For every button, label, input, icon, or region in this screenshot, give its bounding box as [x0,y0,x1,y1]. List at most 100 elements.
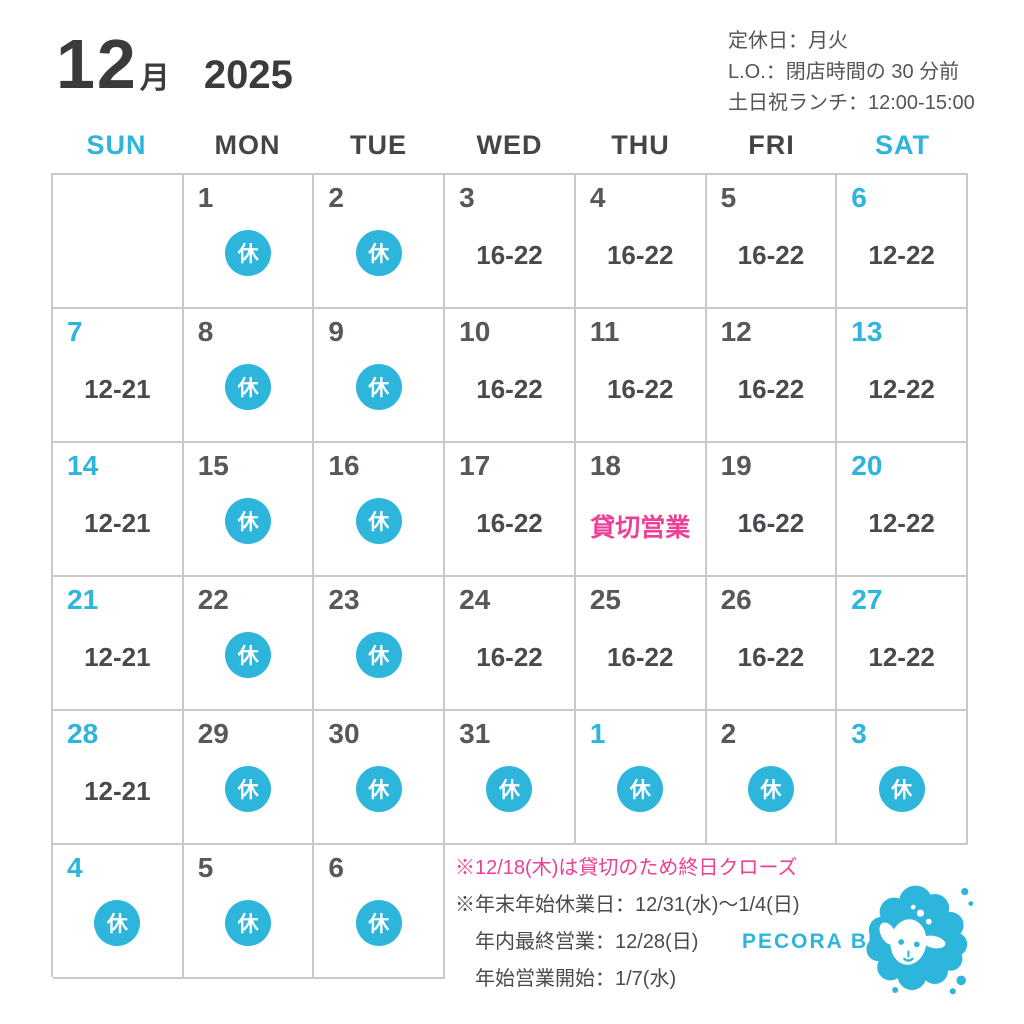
day-number: 13 [851,316,883,347]
day-number: 12 [720,316,752,347]
calendar-cell-3: 3 16-22 [445,175,576,309]
calendar-cell-22: 22 休 [183,577,315,711]
calendar-cell-29: 29 休 [183,711,315,845]
day-number: 5 [197,852,214,883]
business-hours: 12-21 [84,373,151,404]
closed-badge: 休 [225,631,272,678]
day-header-tue: TUE [350,130,407,160]
closed-badge: 休 [355,765,402,812]
day-number: 26 [720,584,752,615]
business-hours: 16-22 [737,239,805,270]
business-hours: 16-22 [476,641,543,672]
note-private-closure: ※12/18(木)は貸切のため終日クローズ [455,857,798,879]
business-hours: 16-22 [606,373,674,404]
day-number: 18 [589,450,621,481]
calendar-cell-30: 30 休 [314,711,446,845]
closed-badge: 休 [617,765,664,812]
info-regular-holiday: 定休日：月火 [728,30,848,52]
business-hours: 16-22 [737,373,805,404]
closed-badge: 休 [747,765,794,812]
calendar-cell-12: 12 16-22 [706,309,838,443]
day-number: 29 [197,718,229,749]
business-hours: 16-22 [737,641,805,672]
day-number: 20 [851,450,883,481]
day-number: 6 [851,182,867,213]
day-of-week-row: SUN MON TUE WED THU FRI SAT [51,130,968,161]
closed-badge: 休 [225,765,272,812]
day-number: 25 [589,584,621,615]
private-event-label: 貸切営業 [590,513,691,542]
calendar-cell-5: 5 16-22 [706,175,838,309]
note-last-business-day: 年内最終営業：12/28(日) [475,931,699,953]
info-weekend-lunch: 土日祝ランチ：12:00-15:00 [728,92,975,114]
business-hours: 16-22 [476,239,543,270]
day-number: 27 [851,584,883,615]
day-header-fri: FRI [748,130,795,160]
business-hours: 12-22 [868,641,935,672]
business-hours: 16-22 [737,507,805,538]
calendar-cell-14: 14 12-21 [53,443,184,577]
closed-badge: 休 [486,765,533,812]
day-number: 21 [67,584,99,615]
business-hours: 12-22 [868,507,935,538]
day-number: 19 [720,450,752,481]
day-number: 6 [328,852,344,883]
day-number: 1 [197,182,214,213]
closed-badge: 休 [355,497,402,544]
day-number: 23 [328,584,360,615]
calendar-cell-19: 19 16-22 [706,443,838,577]
calendar-cell-4: 4 16-22 [575,175,707,309]
day-header-wed: WED [476,130,543,160]
day-number: 14 [67,450,99,481]
calendar-cell-16: 16 休 [314,443,446,577]
business-hours: 12-21 [84,775,151,806]
day-number: 16 [328,450,360,481]
closed-badge: 休 [225,229,272,276]
sheep-logo-icon [866,885,974,995]
closed-badge: 休 [355,363,402,410]
business-hours: 12-21 [84,507,151,538]
day-number: 3 [459,182,475,213]
day-number: 22 [197,584,229,615]
day-number: 31 [459,718,491,749]
day-number: 30 [328,718,360,749]
closed-badge: 休 [355,631,402,678]
day-number: 4 [67,852,83,883]
day-number: 17 [459,450,491,481]
day-header-sat: SAT [875,130,930,160]
closed-badge: 休 [355,229,402,276]
calendar-cell-28: 28 12-21 [53,711,184,845]
day-number: 11 [589,316,620,347]
day-number: 4 [589,182,606,213]
calendar-title: 12 月 2025 [56,24,293,104]
calendar-cell-27: 27 12-22 [837,577,968,711]
calendar-cell-17: 17 16-22 [445,443,576,577]
note-reopen-day: 年始営業開始：1/7(水) [475,968,677,990]
calendar-cell-21: 21 12-21 [53,577,184,711]
calendar-cell-18: 18 貸切営業 [575,443,707,577]
calendar-cell-15: 15 休 [183,443,315,577]
day-number: 10 [459,316,491,347]
year-label: 2025 [203,53,293,97]
calendar-cell-6: 6 12-22 [837,175,968,309]
business-hours: 12-21 [84,641,151,672]
calendar-cell-7: 7 12-21 [53,309,184,443]
business-hours: 16-22 [476,373,543,404]
day-number: 2 [720,718,737,749]
day-number: 1 [589,718,606,749]
day-header-thu: THU [611,130,670,160]
day-header-sun: SUN [86,130,147,160]
day-number: 7 [67,316,83,347]
business-hours: 12-22 [868,373,935,404]
closed-badge: 休 [225,899,272,946]
business-hours: 12-22 [868,239,935,270]
business-hours: 16-22 [606,239,674,270]
day-number: 3 [851,718,867,749]
day-number: 8 [197,316,214,347]
calendar-cell-empty [53,175,184,309]
